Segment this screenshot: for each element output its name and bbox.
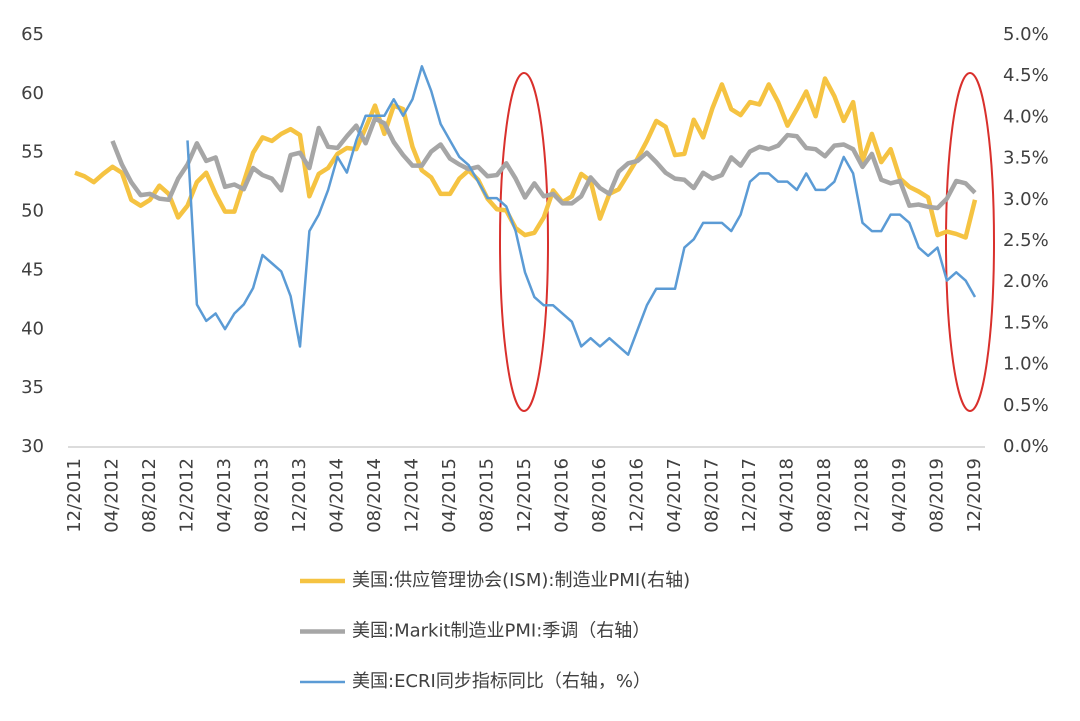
y-tick-label: 50 (21, 201, 44, 222)
x-tick-label: 08/2013 (252, 458, 273, 533)
x-tick-label: 12/2018 (852, 458, 873, 533)
y2-tick-label: 4.0% (1003, 106, 1049, 127)
x-tick-label: 12/2013 (289, 458, 310, 533)
x-tick-label: 04/2016 (552, 458, 573, 533)
x-tick-label: 04/2012 (102, 458, 123, 533)
x-tick-label: 12/2015 (514, 458, 535, 533)
x-tick-label: 08/2018 (814, 458, 835, 533)
x-tick-label: 04/2017 (664, 458, 685, 533)
legend-label: 美国:Markit制造业PMI:季调（右轴） (352, 621, 650, 642)
x-tick-label: 08/2015 (477, 458, 498, 533)
plot: 30 35 40 45 50 55 60 65 0.0% 0.5% 1.0% 1.5% 2.0% 2.5%… (21, 24, 1049, 692)
y2-tick-label: 1.5% (1003, 312, 1049, 333)
x-tick-label: 08/2019 (927, 458, 948, 533)
y-tick-label: 55 (21, 142, 44, 163)
y-tick-label: 45 (21, 259, 44, 280)
x-tick-label: 04/2019 (889, 458, 910, 533)
y2-tick-label: 3.5% (1003, 148, 1049, 169)
legend-label: 美国:供应管理协会(ISM):制造业PMI(右轴) (352, 570, 690, 591)
y2-tick-label: 1.0% (1003, 354, 1049, 375)
x-tick-label: 12/2017 (739, 458, 760, 533)
x-tick-label: 08/2014 (364, 458, 385, 533)
y2-tick-label: 2.5% (1003, 230, 1049, 251)
x-tick-label: 08/2016 (589, 458, 610, 533)
x-tick-label: 04/2015 (439, 458, 460, 533)
x-tick-label: 04/2018 (777, 458, 798, 533)
y2-tick-label: 2.0% (1003, 271, 1049, 292)
x-tick-label: 04/2014 (327, 458, 348, 533)
x-tick-label: 12/2011 (64, 458, 85, 533)
x-tick-label: 12/2014 (402, 458, 423, 533)
y2-tick-label: 4.5% (1003, 65, 1049, 86)
x-tick-label: 12/2016 (627, 458, 648, 533)
series-line (186, 65, 977, 356)
y2-tick-label: 0.5% (1003, 395, 1049, 416)
y2-tick-label: 5.0% (1003, 24, 1049, 45)
x-tick-label: 12/2012 (177, 458, 198, 533)
x-tick-label: 12/2019 (964, 458, 985, 533)
y2-tick-label: 0.0% (1003, 436, 1049, 457)
x-tick-label: 08/2012 (139, 458, 160, 533)
y2-tick-label: 3.0% (1003, 189, 1049, 210)
y-tick-label: 40 (21, 318, 44, 339)
series-line (110, 116, 977, 211)
x-tick-label: 04/2013 (214, 458, 235, 533)
y-tick-label: 60 (21, 83, 44, 104)
x-tick-label: 08/2017 (702, 458, 723, 533)
series-line (74, 76, 978, 240)
y-tick-label: 30 (21, 436, 44, 457)
highlight-ellipse (499, 72, 549, 412)
legend-label: 美国:ECRI同步指标同比（右轴，%） (352, 671, 651, 692)
highlight-ellipse (945, 72, 995, 412)
y-tick-label: 65 (21, 24, 44, 45)
y-tick-label: 35 (21, 377, 44, 398)
